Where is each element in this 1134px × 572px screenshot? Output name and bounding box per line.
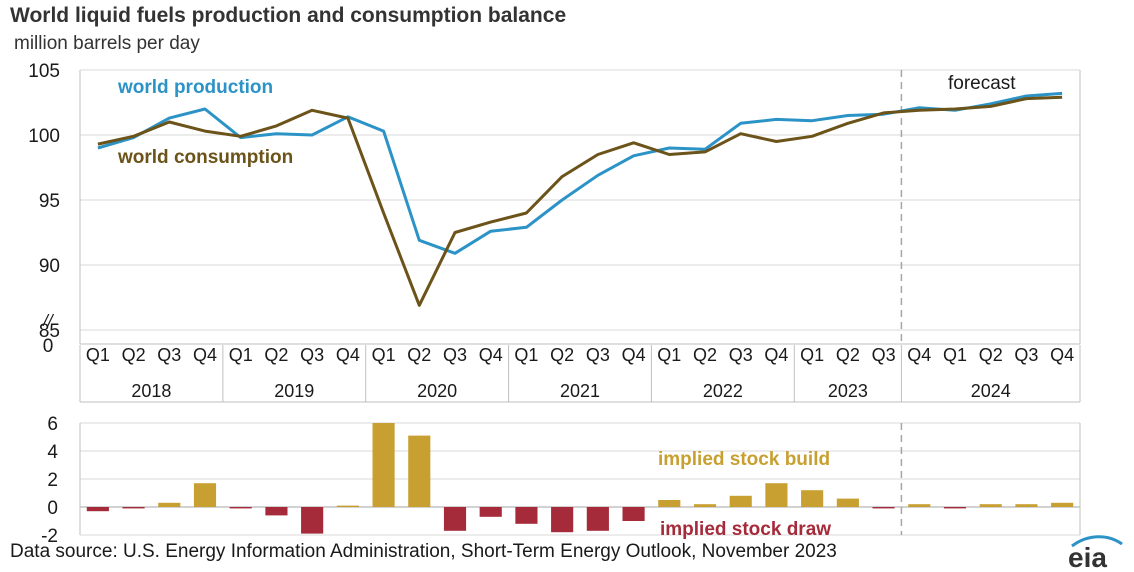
year-label: 2018 xyxy=(131,381,171,401)
year-label: 2023 xyxy=(828,381,868,401)
quarter-tick-label: Q4 xyxy=(1050,345,1074,365)
quarter-tick-label: Q2 xyxy=(122,345,146,365)
axis-break-mark: // xyxy=(42,311,55,330)
quarter-tick-label: Q1 xyxy=(514,345,538,365)
stock-build-bar xyxy=(765,483,788,507)
stock-draw-bar xyxy=(943,507,967,509)
stock-build-bar xyxy=(408,435,431,507)
quarter-tick-label: Q4 xyxy=(193,345,217,365)
quarter-tick-label: Q1 xyxy=(943,345,967,365)
year-label: 2020 xyxy=(417,381,457,401)
stock-build-bar xyxy=(158,502,181,507)
quarter-tick-label: Q4 xyxy=(907,345,931,365)
stock-draw-bar xyxy=(479,507,502,517)
y-tick-label: 85 xyxy=(39,321,60,342)
eia-logo-text: eia xyxy=(1068,542,1107,570)
stock-build-bar xyxy=(1015,504,1038,507)
stock-draw-bar xyxy=(515,507,538,524)
bar-y-tick-label: 6 xyxy=(47,414,58,435)
quarter-tick-label: Q4 xyxy=(479,345,503,365)
stock-build-bar xyxy=(836,498,859,507)
stock-draw-bar xyxy=(622,507,645,521)
eia-logo-swoosh xyxy=(1071,535,1123,548)
stock-draw-bar xyxy=(122,507,145,509)
forecast-label: forecast xyxy=(948,73,1016,94)
stock-build-bar xyxy=(693,504,717,507)
quarter-tick-label: Q1 xyxy=(86,345,110,365)
quarter-tick-label: Q3 xyxy=(586,345,610,365)
quarter-tick-label: Q1 xyxy=(657,345,681,365)
bar-y-tick-label: 4 xyxy=(47,442,58,463)
quarter-tick-label: Q1 xyxy=(372,345,396,365)
label-implied-stock-draw: implied stock draw xyxy=(660,519,831,540)
quarter-tick-label: Q3 xyxy=(157,345,181,365)
quarter-tick-label: Q3 xyxy=(872,345,896,365)
stock-build-bar xyxy=(979,504,1002,507)
y-tick-label: 100 xyxy=(28,126,60,147)
year-label: 2022 xyxy=(703,381,743,401)
quarter-tick-label: Q2 xyxy=(979,345,1003,365)
legend-world-production: world production xyxy=(117,77,273,98)
quarter-tick-label: Q1 xyxy=(800,345,824,365)
y-tick-label: 95 xyxy=(39,191,60,212)
quarter-tick-label: Q2 xyxy=(836,345,860,365)
quarter-tick-label: Q4 xyxy=(764,345,788,365)
bar-y-tick-label: -2 xyxy=(41,526,58,547)
stock-build-bar xyxy=(372,423,395,507)
stock-draw-bar xyxy=(586,507,609,531)
quarter-tick-label: Q2 xyxy=(550,345,574,365)
stock-draw-bar xyxy=(229,507,252,509)
year-label: 2021 xyxy=(560,381,600,401)
stock-draw-bar xyxy=(86,507,109,512)
quarter-tick-label: Q2 xyxy=(407,345,431,365)
stock-build-bar xyxy=(193,483,217,507)
stock-draw-bar xyxy=(301,507,324,534)
stock-draw-bar xyxy=(872,507,895,509)
world-consumption-line xyxy=(97,95,1063,307)
data-source-note: Data source: U.S. Energy Information Adm… xyxy=(10,541,837,562)
quarter-tick-label: Q4 xyxy=(336,345,360,365)
bar-y-tick-label: 2 xyxy=(47,470,58,491)
quarter-tick-label: Q2 xyxy=(693,345,717,365)
chart-subtitle: million barrels per day xyxy=(14,33,200,54)
year-label: 2019 xyxy=(274,381,314,401)
y-tick-label: 105 xyxy=(28,61,60,82)
stock-build-bar xyxy=(801,490,824,507)
eia-logo: eia xyxy=(1068,535,1123,570)
quarter-tick-label: Q4 xyxy=(622,345,646,365)
stock-draw-bar xyxy=(265,507,288,516)
year-label: 2024 xyxy=(971,381,1011,401)
stock-draw-bar xyxy=(551,507,574,533)
label-implied-stock-build: implied stock build xyxy=(658,449,830,470)
quarter-tick-label: Q3 xyxy=(443,345,467,365)
stock-build-bar xyxy=(908,504,931,507)
chart-title: World liquid fuels production and consum… xyxy=(10,4,567,27)
stock-draw-bar xyxy=(443,507,467,531)
quarter-tick-label: Q3 xyxy=(729,345,753,365)
stock-build-bar xyxy=(729,495,752,507)
quarter-tick-label: Q1 xyxy=(229,345,253,365)
stock-build-bar xyxy=(1051,502,1074,507)
quarter-tick-label: Q2 xyxy=(264,345,288,365)
quarter-tick-label: Q3 xyxy=(300,345,324,365)
stock-build-bar xyxy=(336,505,359,507)
y-tick-label: 90 xyxy=(39,256,60,277)
quarter-tick-label: Q3 xyxy=(1014,345,1038,365)
bar-y-tick-label: 0 xyxy=(47,498,58,519)
y-tick-label-zero: 0 xyxy=(43,336,54,357)
stock-build-bar xyxy=(658,500,681,507)
world-production-line xyxy=(97,91,1063,255)
legend-world-consumption: world consumption xyxy=(117,147,293,168)
